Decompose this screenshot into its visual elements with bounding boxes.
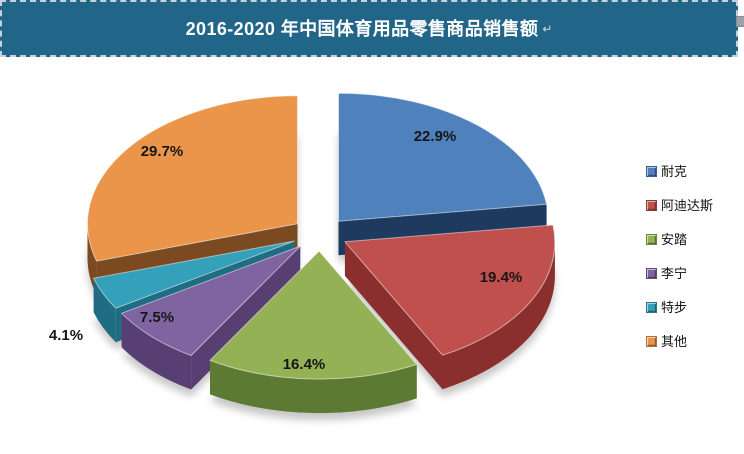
legend-item-6[interactable]: 其他 bbox=[646, 334, 713, 348]
chart-title: 2016-2020 年中国体育用品零售商品销售额 bbox=[185, 18, 539, 39]
data-label: 22.9% bbox=[414, 128, 457, 145]
slice-side bbox=[121, 313, 192, 390]
slice-top bbox=[209, 250, 418, 380]
legend-label: 阿迪达斯 bbox=[661, 197, 714, 213]
legend-swatch bbox=[646, 233, 657, 245]
slice-top bbox=[93, 240, 295, 309]
paragraph-mark: ↵ bbox=[542, 21, 553, 36]
selection-handle[interactable] bbox=[736, 16, 744, 27]
legend-item-3[interactable]: 安踏 bbox=[646, 232, 713, 246]
pie-slice-2[interactable] bbox=[344, 224, 556, 390]
slice-side bbox=[93, 278, 116, 343]
legend-label: 耐克 bbox=[661, 163, 688, 179]
legend-swatch bbox=[646, 301, 657, 313]
title-textbox[interactable]: 2016-2020 年中国体育用品零售商品销售额 ↵ bbox=[0, 0, 738, 57]
legend-label: 特步 bbox=[661, 299, 688, 315]
slice-side bbox=[210, 360, 417, 414]
legend-label: 安踏 bbox=[661, 231, 688, 247]
data-label: 4.1% bbox=[49, 327, 83, 344]
slice-top bbox=[344, 224, 556, 356]
legend-label: 李宁 bbox=[661, 265, 688, 281]
legend-label: 其他 bbox=[661, 333, 688, 349]
slice-side bbox=[87, 223, 97, 296]
legend-item-4[interactable]: 李宁 bbox=[646, 266, 713, 280]
slice-side bbox=[344, 241, 443, 390]
data-label: 16.4% bbox=[283, 356, 326, 373]
data-label: 19.4% bbox=[480, 269, 523, 286]
legend-swatch bbox=[646, 199, 657, 211]
legend-swatch bbox=[646, 165, 657, 177]
slice-top bbox=[121, 245, 301, 356]
legend-item-1[interactable]: 耐克 bbox=[646, 164, 713, 178]
chart-legend: 耐克阿迪达斯安踏李宁特步其他 bbox=[646, 164, 713, 368]
legend-item-2[interactable]: 阿迪达斯 bbox=[646, 198, 713, 212]
pie-slice-3[interactable] bbox=[209, 250, 418, 414]
slice-top bbox=[87, 95, 298, 262]
legend-item-5[interactable]: 特步 bbox=[646, 300, 713, 314]
legend-swatch bbox=[646, 335, 657, 347]
slice-side bbox=[442, 241, 555, 390]
data-label: 29.7% bbox=[141, 143, 184, 160]
slice-top bbox=[338, 92, 548, 222]
legend-swatch bbox=[646, 267, 657, 279]
data-label: 7.5% bbox=[140, 309, 174, 326]
